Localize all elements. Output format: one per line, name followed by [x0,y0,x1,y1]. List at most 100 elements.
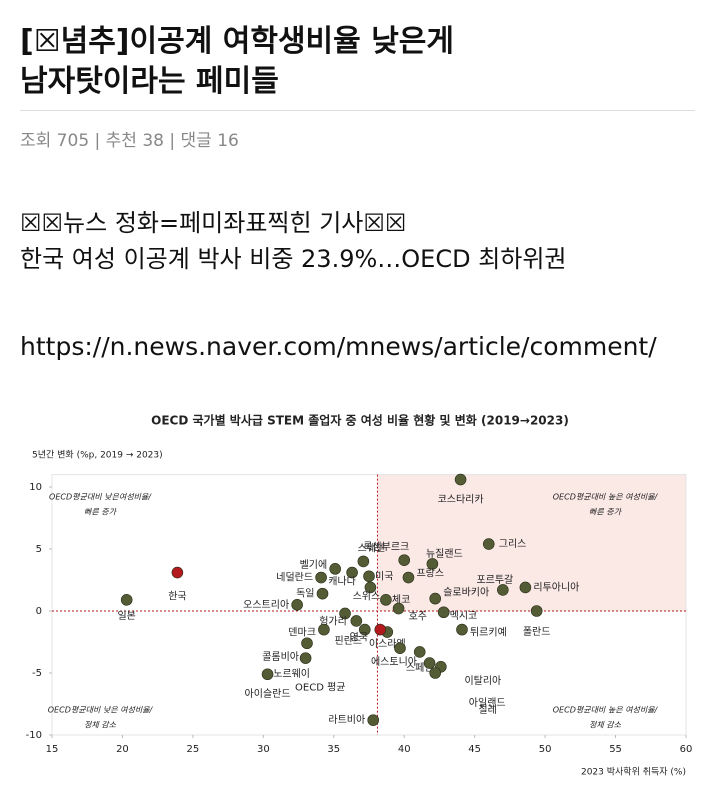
point [367,714,380,726]
point-label: 라트비아 [328,714,365,726]
y-tick-label: -10 [26,730,42,741]
point [357,555,370,568]
point [363,570,375,583]
quadrant-note: OECD평균대비 높은 여성비율/ [553,493,659,502]
y-axis-label: 5년간 변화 (%p, 2019 → 2023) [32,450,163,461]
point [482,538,495,550]
quadrant-note: 정체 감소 [84,721,117,730]
x-axis-label: 2023 박사학위 취득자 (%) [581,767,686,778]
point [530,605,543,617]
point-label: 리투아니아 [533,581,579,593]
title-line: 남자탓이라는 페미들 [20,64,279,99]
point-label: 에스토니아 [371,656,417,668]
point-label: 튀르키예 [470,627,507,639]
x-tick-label: 55 [609,744,622,755]
quadrant-note: OECD평균대비 낮은여성비율/ [49,493,152,502]
point [380,594,392,606]
point [318,623,330,636]
plot-frame [51,474,687,736]
point [429,667,442,679]
point [454,473,467,486]
point-label: 호주 [409,611,427,623]
point [339,607,351,620]
point-label: 오스트리아 [243,599,289,611]
point-label: 아이슬란드 [245,688,291,700]
point [497,584,509,596]
point-label: 스웨덴 [358,542,386,554]
body-line: ☒☒뉴스 정화=페미좌표찍힌 기사☒☒ [20,209,407,237]
point [402,571,415,584]
point [392,602,405,615]
point-label: 영국 [350,632,368,644]
point-label: 포르투갈 [476,573,513,586]
point [398,554,411,566]
x-tick-label: 20 [116,744,129,755]
point [456,623,468,636]
point [316,587,329,600]
quadrant-note: OECD평균대비 낮은 여성비율/ [48,706,154,715]
point [437,606,450,619]
point-label: 독일 [296,588,314,600]
point-label: 폴란드 [523,626,551,638]
point-label: OECD 평균 [295,682,345,694]
point-label: 네덜란드 [276,572,313,584]
point [261,668,274,681]
point-label: 칠레 [478,704,496,716]
point [374,623,387,636]
point [413,646,426,658]
quadrant-note: 빠른 증가 [84,508,118,517]
y-tick-label: 10 [29,482,42,493]
point [429,592,442,605]
point [350,615,363,627]
point-label: 벨기에 [300,559,328,571]
point [426,558,439,570]
x-tick-label: 35 [327,744,340,755]
x-tick-label: 30 [257,744,270,755]
point-label: 덴마크 [288,627,316,639]
point-label: 콜롬비아 [262,651,299,663]
x-tick-label: 60 [680,744,693,755]
x-tick-label: 50 [539,744,552,755]
quadrant-note: 정체 감소 [589,721,622,730]
point [394,642,406,654]
point [329,563,341,575]
chart: OECD 국가별 박사급 STEM 졸업자 중 여성 비율 현황 및 변화 (2… [20,405,700,795]
point-label: 노르웨이 [273,668,310,680]
point [519,581,532,594]
point-label: 코스타리카 [438,494,484,506]
point-label: 멕시코 [450,610,478,622]
quadrant-note: OECD평균대비 높은 여성비율/ [553,706,659,715]
point-label: 이탈리아 [464,674,501,687]
y-tick-label: 5 [36,544,42,555]
point [120,594,133,606]
post-link[interactable]: https://n.news.naver.com/mnews/article/c… [20,332,657,361]
divider [20,110,695,111]
x-tick-label: 15 [46,744,59,755]
point-label: 슬로바키아 [443,587,489,599]
point-label: 프랑스 [416,568,444,580]
post-meta: 조회 705 | 추천 38 | 댓글 16 [20,131,239,151]
point-label: 체코 [392,594,410,606]
point [301,637,313,650]
point [423,657,436,669]
point-label: 핀란드 [335,635,363,647]
point-label: 그리스 [499,538,527,550]
point-label: 일본 [117,610,135,622]
point [171,566,184,579]
quadrant-note: 빠른 증가 [589,508,623,517]
chart-title: OECD 국가별 박사급 STEM 졸업자 중 여성 비율 현황 및 변화 (2… [151,413,569,428]
post-body: ☒☒뉴스 정화=페미좌표찍힌 기사☒☒ 한국 여성 이공계 박사 비중 23.9… [20,205,567,277]
point [299,652,312,664]
point-label: 아일랜드 [469,697,506,709]
point-label: 캐나다 [328,576,356,588]
x-tick-label: 45 [468,744,481,755]
point-label: 룩셈부르크 [363,541,409,553]
y-tick-label: 0 [36,606,42,617]
x-tick-label: 25 [187,744,200,755]
point-label: 미국 [375,570,393,582]
y-tick-label: -5 [32,668,42,679]
title-line: [☒념추]이공계 여학생비율 낮은게 [20,24,455,59]
point-label: 스위스 [353,589,381,602]
point-label: 한국 [168,591,186,603]
